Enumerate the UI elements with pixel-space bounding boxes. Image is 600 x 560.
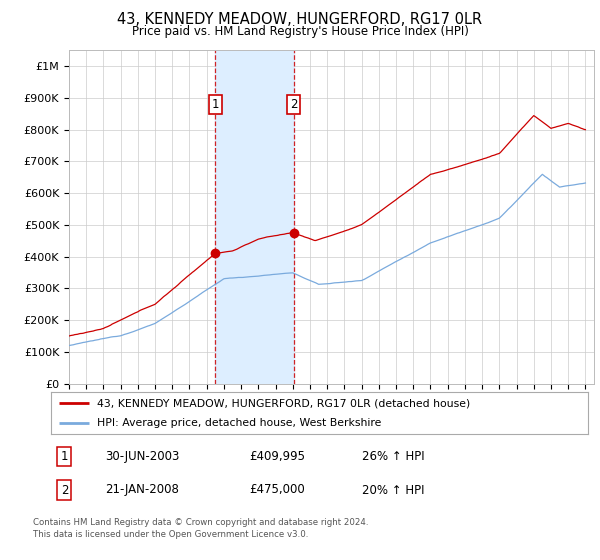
Text: 43, KENNEDY MEADOW, HUNGERFORD, RG17 0LR (detached house): 43, KENNEDY MEADOW, HUNGERFORD, RG17 0LR…	[97, 398, 470, 408]
Text: 2: 2	[61, 483, 68, 497]
Text: 30-JUN-2003: 30-JUN-2003	[105, 450, 179, 463]
Text: 20% ↑ HPI: 20% ↑ HPI	[362, 483, 425, 497]
Text: Price paid vs. HM Land Registry's House Price Index (HPI): Price paid vs. HM Land Registry's House …	[131, 25, 469, 38]
Text: 21-JAN-2008: 21-JAN-2008	[105, 483, 179, 497]
Text: Contains HM Land Registry data © Crown copyright and database right 2024.
This d: Contains HM Land Registry data © Crown c…	[33, 518, 368, 539]
Text: 1: 1	[212, 98, 219, 111]
Text: £475,000: £475,000	[250, 483, 305, 497]
Bar	[215, 50, 293, 384]
Text: 43, KENNEDY MEADOW, HUNGERFORD, RG17 0LR: 43, KENNEDY MEADOW, HUNGERFORD, RG17 0LR	[118, 12, 482, 27]
Text: 1: 1	[61, 450, 68, 463]
Text: HPI: Average price, detached house, West Berkshire: HPI: Average price, detached house, West…	[97, 418, 381, 428]
Text: 26% ↑ HPI: 26% ↑ HPI	[362, 450, 425, 463]
Text: 2: 2	[290, 98, 298, 111]
Text: £409,995: £409,995	[250, 450, 305, 463]
